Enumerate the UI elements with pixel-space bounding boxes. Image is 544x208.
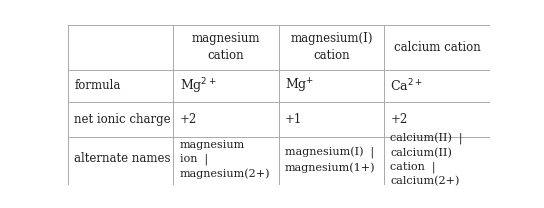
Text: calcium cation: calcium cation [393, 41, 480, 54]
Text: Mg$^{2+}$: Mg$^{2+}$ [180, 76, 216, 96]
Text: formula: formula [74, 79, 121, 92]
Text: Mg$^{+}$: Mg$^{+}$ [285, 77, 314, 95]
Text: alternate names: alternate names [74, 152, 171, 165]
Text: Ca$^{2+}$: Ca$^{2+}$ [391, 78, 423, 94]
Text: calcium(II)  |
calcium(II)
cation  |
calcium(2+): calcium(II) | calcium(II) cation | calci… [391, 133, 463, 187]
Text: magnesium(I)
cation: magnesium(I) cation [290, 32, 373, 62]
Text: +1: +1 [285, 113, 302, 126]
Text: +2: +2 [180, 113, 197, 126]
Text: magnesium(I)  |
magnesium(1+): magnesium(I) | magnesium(1+) [285, 147, 375, 173]
Text: magnesium
ion  |
magnesium(2+): magnesium ion | magnesium(2+) [180, 140, 270, 179]
Text: net ionic charge: net ionic charge [74, 113, 171, 126]
Text: +2: +2 [391, 113, 407, 126]
Text: magnesium
cation: magnesium cation [192, 32, 261, 62]
